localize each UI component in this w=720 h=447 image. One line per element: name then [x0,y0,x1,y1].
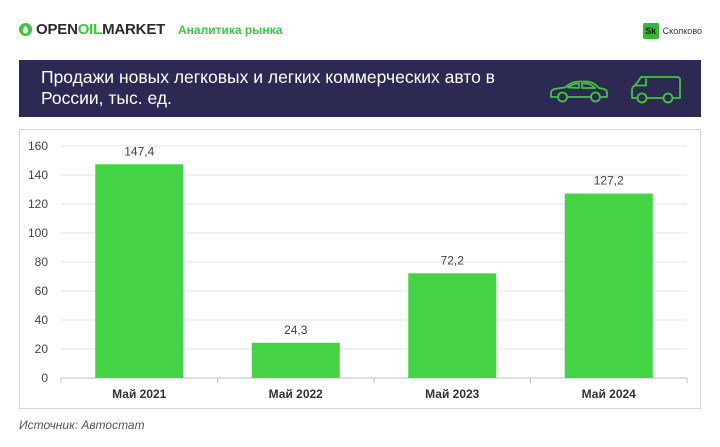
van-outline-icon [631,76,681,104]
title-banner: Продажи новых легковых и легких коммерче… [19,60,701,117]
bar [564,193,653,378]
bar-chart: 0 20 40 60 80 100 120 140 160 147,4 Май 2021 24,3 Ма… [28,139,688,401]
section-tag: Аналитика рынка [178,23,283,37]
data-label: 127,2 [594,174,624,188]
y-tick-label: 120 [28,197,48,211]
car-outline-icon [550,80,608,103]
chart-frame: 0 20 40 60 80 100 120 140 160 147,4 Май 2021 24,3 Ма… [19,129,701,409]
logo-text: OPENOILMARKET [36,20,166,38]
y-tick-label: 100 [28,226,48,240]
header: OPENOILMARKET Аналитика рынка Sk Сколков… [0,0,720,58]
y-tick-label: 60 [35,284,49,298]
oil-drop-icon [18,22,33,36]
y-tick-label: 160 [28,139,48,153]
source-note: Источник: Автостат [19,418,145,432]
partner-name: Сколково [662,26,702,36]
partner-logo: Sk Сколково [642,23,702,39]
bar [251,342,340,378]
data-label: 147,4 [124,144,154,158]
y-tick-label: 0 [41,371,48,385]
x-tick-label: Май 2024 [582,387,637,401]
x-tick-label: Май 2023 [425,387,480,401]
openoilmarket-logo[interactable]: OPENOILMARKET [18,18,165,40]
x-tick-label: Май 2022 [269,387,324,401]
y-tick-label: 140 [28,168,48,182]
x-tick-label: Май 2021 [112,387,167,401]
y-tick-label: 20 [35,342,49,356]
data-label: 72,2 [441,253,465,267]
bar [95,164,184,378]
chart-title: Продажи новых легковых и легких коммерче… [41,67,495,108]
data-label: 24,3 [284,323,308,337]
sk-badge: Sk [642,23,659,39]
bar [408,273,497,378]
y-tick-label: 40 [35,313,49,327]
y-tick-label: 80 [35,255,49,269]
